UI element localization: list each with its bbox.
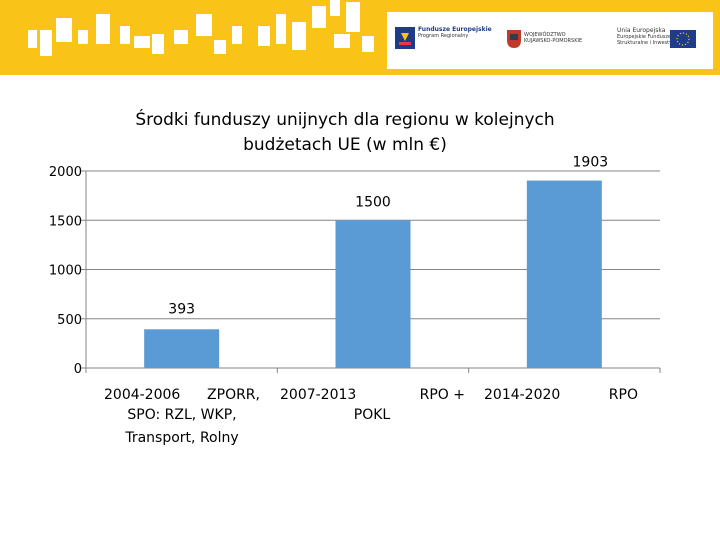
chart-title: Środki funduszy unijnych dla regionu w k… bbox=[135, 110, 555, 155]
eu-flag-icon bbox=[670, 30, 696, 48]
fe-logo-icon bbox=[395, 27, 415, 49]
category-label: RPO bbox=[609, 387, 638, 403]
eu-logo-line-1: Europejskie Fundusze bbox=[617, 34, 672, 40]
data-label: 393 bbox=[168, 301, 195, 317]
category-label: 2014-2020 bbox=[484, 387, 560, 403]
bar bbox=[335, 220, 411, 368]
category-label: ZPORR, bbox=[207, 387, 260, 403]
banner-pattern bbox=[28, 0, 374, 56]
fe-logo-title: Fundusze Europejskie bbox=[418, 26, 492, 33]
category-label: SPO: RZL, WKP, bbox=[127, 407, 236, 423]
region-line-2: KUJAWSKO-POMORSKIE bbox=[524, 38, 583, 44]
category-label: POKL bbox=[354, 407, 391, 423]
bar bbox=[526, 180, 602, 368]
eu-logo-line-2: Strukturalne i Inwestycyjne bbox=[617, 40, 686, 46]
category-label: RPO + bbox=[420, 387, 465, 403]
data-label: 1500 bbox=[355, 194, 391, 210]
category-label: 2007-2013 bbox=[280, 387, 356, 403]
y-tick-label: 500 bbox=[57, 313, 82, 328]
region-crest-icon bbox=[507, 30, 521, 48]
bar bbox=[144, 329, 220, 368]
top-banner: Fundusze Europejskie Program Regionalny … bbox=[0, 0, 720, 75]
data-label: 1903 bbox=[573, 155, 609, 171]
y-tick-label: 1000 bbox=[49, 264, 82, 279]
category-label: Transport, Rolny bbox=[124, 430, 238, 446]
y-tick-label: 2000 bbox=[49, 165, 82, 180]
y-tick-label: 1500 bbox=[49, 214, 82, 229]
eu-logo-title: Unia Europejska bbox=[617, 27, 666, 34]
fe-logo-subtitle: Program Regionalny bbox=[418, 33, 469, 39]
category-label: 2004-2006 bbox=[104, 387, 180, 403]
region-line-1: WOJEWÓDZTWO bbox=[524, 32, 566, 38]
y-tick-label: 0 bbox=[74, 362, 82, 377]
logo-strip: Fundusze Europejskie Program Regionalny … bbox=[387, 12, 713, 69]
